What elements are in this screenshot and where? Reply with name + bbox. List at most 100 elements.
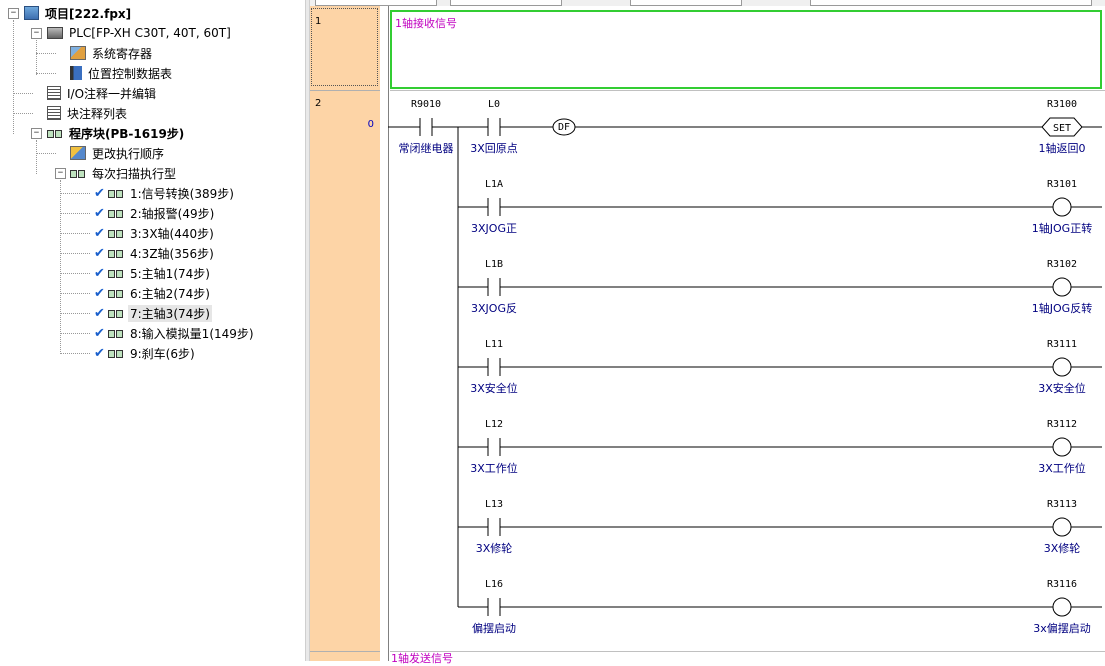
check-icon: ✔ [94, 185, 105, 201]
ladder-editor[interactable]: 1 2 0 1轴接收信号 1轴发送信号 R9010 常闭继电器 L0 3X回原点 R31… [310, 6, 1105, 665]
change-order-label: 更改执行顺序 [92, 146, 165, 161]
coil-comment-label: 3X安全位 [1038, 381, 1086, 395]
check-icon: ✔ [94, 205, 105, 221]
program-icon [108, 267, 124, 279]
pane-splitter[interactable] [305, 0, 310, 661]
row-separator [390, 651, 1105, 652]
plc-label: PLC[FP-XH C30T, 40T, 60T] [69, 26, 231, 40]
collapse-plc-icon[interactable]: − [31, 28, 42, 39]
toolbar-field[interactable] [315, 0, 437, 6]
contact-comment-label: 常闭继电器 [399, 142, 454, 155]
row-header-2[interactable]: 2 0 [310, 91, 380, 652]
coil-device-label: R3111 [1047, 339, 1077, 350]
check-icon: ✔ [94, 265, 105, 281]
change-order-icon [70, 146, 86, 160]
program-label: 2:轴报警(49步) [130, 206, 215, 221]
step-number: 0 [367, 119, 374, 130]
coil-icon [1052, 517, 1072, 537]
contact-comment-label: 3X回原点 [470, 142, 518, 155]
tree-item-program-3[interactable]: ✔ 3:3X轴(440步) [94, 224, 216, 242]
tree-item-program-1[interactable]: ✔ 1:信号转换(389步) [94, 184, 236, 202]
check-icon: ✔ [94, 285, 105, 301]
coil-icon [1052, 277, 1072, 297]
contact-device-label: L1B [485, 259, 503, 270]
program-label: 5:主轴1(74步) [130, 266, 210, 281]
row-focus-outline [311, 8, 378, 86]
contact-comment-label: 3X安全位 [470, 381, 518, 395]
program-icon [108, 307, 124, 319]
collapse-scan-type-icon[interactable]: − [55, 168, 66, 179]
check-icon: ✔ [94, 225, 105, 241]
program-icon [108, 247, 124, 259]
toolbar-field[interactable] [810, 0, 1092, 6]
contact-device-label: L11 [485, 339, 503, 350]
program-icon [108, 347, 124, 359]
contact-device-label: L16 [485, 579, 503, 590]
tree-item-program-7[interactable]: ✔ 7:主轴3(74步) [94, 304, 212, 322]
program-block-icon [47, 127, 63, 139]
contact-device-label: L13 [485, 499, 503, 510]
check-icon: ✔ [94, 245, 105, 261]
program-icon [108, 207, 124, 219]
coil-device-label: R3100 [1047, 99, 1077, 110]
coil-comment-label: 1轴JOG正转 [1032, 221, 1092, 235]
row-number: 2 [315, 98, 322, 109]
contact-device-label: L1A [485, 179, 503, 190]
tree-item-program-6[interactable]: ✔ 6:主轴2(74步) [94, 284, 212, 302]
tree-item-block-comment[interactable]: 块注释列表 [47, 104, 129, 122]
ladder-diagram[interactable]: R9010 常闭继电器 L0 3X回原点 R3100 1轴返回0 DF SET L1A 3XJOG… [310, 6, 1105, 661]
set-instruction-label: SET [1053, 123, 1071, 134]
system-register-label: 系统寄存器 [92, 46, 153, 61]
tree-item-program-9[interactable]: ✔ 9:刹车(6步) [94, 344, 197, 362]
scan-type-label: 每次扫描执行型 [92, 166, 177, 181]
position-table-label: 位置控制数据表 [88, 66, 173, 81]
program-label: 8:输入模拟量1(149步) [130, 326, 254, 341]
tree-item-system-register[interactable]: 系统寄存器 [70, 44, 154, 62]
project-label: 项目[222.fpx] [45, 6, 132, 21]
coil-icon [1052, 597, 1072, 617]
tree-item-program-block[interactable]: 程序块(PB-1619步) [47, 124, 186, 142]
toolbar-field[interactable] [630, 0, 742, 6]
tree-item-program-8[interactable]: ✔ 8:输入模拟量1(149步) [94, 324, 256, 342]
collapse-program-block-icon[interactable]: − [31, 128, 42, 139]
scan-type-icon [70, 167, 86, 179]
tree-item-change-order[interactable]: 更改执行顺序 [70, 144, 166, 162]
program-label: 1:信号转换(389步) [130, 186, 234, 201]
io-comment-label: I/O注释一并编辑 [67, 86, 157, 101]
row-number: 1 [315, 16, 322, 27]
coil-icon [1052, 197, 1072, 217]
row-header-1[interactable]: 1 [310, 6, 380, 91]
program-icon [108, 227, 124, 239]
project-icon [24, 6, 39, 20]
tree-item-project[interactable]: 项目[222.fpx] [24, 4, 133, 22]
contact-comment-label: 偏摆启动 [472, 621, 516, 635]
program-icon [108, 327, 124, 339]
program-label: 9:刹车(6步) [130, 346, 195, 361]
tree-item-program-2[interactable]: ✔ 2:轴报警(49步) [94, 204, 216, 222]
contact-device-label: R9010 [411, 99, 441, 110]
df-instruction-label: DF [558, 122, 570, 133]
contact-device-label: L0 [488, 99, 500, 110]
block-comment-icon [47, 106, 61, 120]
toolbar-field[interactable] [450, 0, 562, 6]
program-label: 4:3Z轴(356步) [130, 246, 214, 261]
tree-item-scan-type[interactable]: 每次扫描执行型 [70, 164, 178, 182]
tree-item-plc[interactable]: PLC[FP-XH C30T, 40T, 60T] [47, 24, 233, 42]
coil-device-label: R3102 [1047, 259, 1077, 270]
tree-item-position-table[interactable]: 位置控制数据表 [70, 64, 174, 82]
comment-row-selected[interactable]: 1轴接收信号 [390, 10, 1102, 89]
check-icon: ✔ [94, 345, 105, 361]
tree-item-io-comment[interactable]: I/O注释一并编辑 [47, 84, 158, 102]
check-icon: ✔ [94, 325, 105, 341]
row-separator [390, 90, 1105, 91]
coil-comment-label: 3x偏摆启动 [1033, 621, 1091, 635]
coil-device-label: R3116 [1047, 579, 1077, 590]
coil-comment-label: 1轴返回0 [1039, 141, 1086, 155]
left-power-rail [380, 6, 389, 661]
collapse-project-icon[interactable]: − [8, 8, 19, 19]
project-tree[interactable]: − − − − 项目[222.fpx] PLC[FP-XH C30T, 40T,… [0, 0, 305, 661]
tree-item-program-5[interactable]: ✔ 5:主轴1(74步) [94, 264, 212, 282]
coil-device-label: R3101 [1047, 179, 1077, 190]
tree-item-program-4[interactable]: ✔ 4:3Z轴(356步) [94, 244, 216, 262]
contact-device-label: L12 [485, 419, 503, 430]
